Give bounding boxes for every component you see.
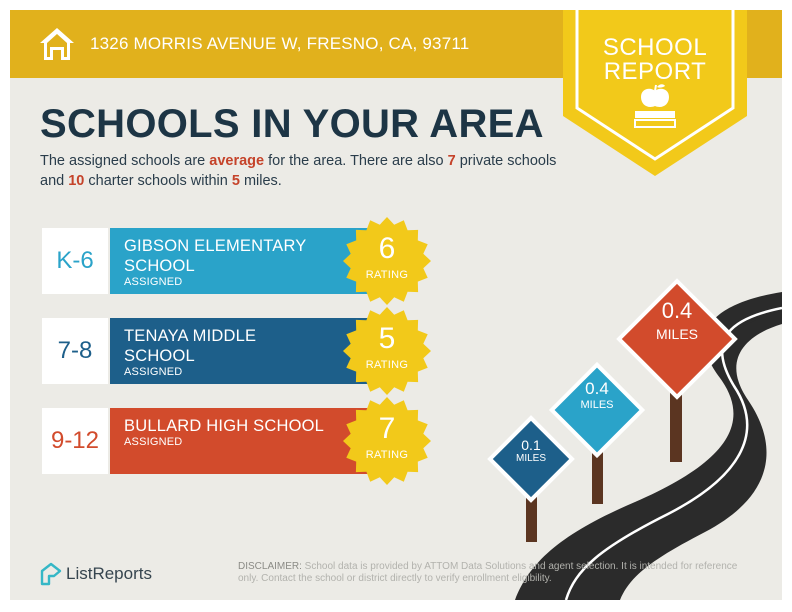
badge-title-line1: SCHOOL	[602, 34, 708, 61]
rating-value: 7	[378, 412, 396, 445]
sign-unit: MILES	[515, 453, 546, 464]
sign-large: 0.4 MILES	[632, 298, 722, 342]
rating-label: RATING	[365, 449, 409, 461]
grade-range: K-6	[42, 228, 108, 294]
disclaimer: DISCLAIMER: School data is provided by A…	[238, 561, 748, 585]
school-name-line1: TENAYA MIDDLE	[124, 327, 257, 345]
property-address: 1326 MORRIS AVENUE W, FRESNO, CA, 93711	[90, 34, 470, 53]
page-title: SCHOOLS IN YOUR AREA	[40, 102, 544, 146]
rating-badge: 7 RATING	[342, 396, 432, 486]
rating-badge: 6 RATING	[342, 216, 432, 306]
sign-small: 0.1 MILES	[501, 438, 561, 464]
radius-miles: 5	[231, 173, 240, 189]
school-name-line1: BULLARD HIGH SCHOOL	[124, 417, 325, 435]
grade-range: 7-8	[42, 318, 108, 384]
road-illustration	[487, 278, 782, 600]
school-name-band: BULLARD HIGH SCHOOL ASSIGNED	[110, 408, 370, 474]
disclaimer-lead: DISCLAIMER:	[238, 561, 302, 572]
rating-label: RATING	[365, 269, 409, 281]
rating-label: RATING	[365, 359, 409, 371]
private-count: 7	[447, 153, 456, 169]
school-name-line2: SCHOOL	[124, 257, 195, 275]
quality-highlight: average	[209, 153, 265, 169]
school-status: ASSIGNED	[124, 276, 183, 288]
sign-distance: 0.1	[521, 437, 541, 453]
sign-distance: 0.4	[585, 379, 609, 398]
sign-distance: 0.4	[661, 298, 693, 323]
rating-seal-icon	[343, 397, 431, 485]
charter-count: 10	[68, 173, 85, 189]
school-name-line2: SCHOOL	[124, 347, 195, 365]
school-name-line1: GIBSON ELEMENTARY	[124, 237, 307, 255]
school-report-card: 1326 MORRIS AVENUE W, FRESNO, CA, 93711 …	[10, 10, 782, 600]
sign-medium: 0.4 MILES	[563, 380, 631, 411]
summary-text: The assigned schools are average for the…	[40, 153, 557, 189]
sign-unit: MILES	[580, 399, 614, 411]
grade-range: 9-12	[42, 408, 108, 474]
rating-seal-icon	[343, 217, 431, 305]
rating-value: 5	[378, 322, 396, 355]
sign-unit: MILES	[655, 326, 698, 342]
school-status: ASSIGNED	[124, 366, 183, 378]
badge-title-line2: REPORT	[603, 58, 707, 85]
listreports-logo-icon	[40, 562, 62, 586]
apple-books-icon	[634, 84, 676, 128]
home-icon	[40, 28, 74, 60]
rating-badge: 5 RATING	[342, 306, 432, 396]
school-name-band: GIBSON ELEMENTARY SCHOOL ASSIGNED	[110, 228, 370, 294]
disclaimer-text: School data is provided by ATTOM Data So…	[238, 561, 738, 584]
rating-seal-icon	[343, 307, 431, 395]
brand-name: ListReports	[66, 564, 152, 583]
school-name-band: TENAYA MIDDLE SCHOOL ASSIGNED	[110, 318, 370, 384]
rating-value: 6	[378, 232, 396, 265]
school-status: ASSIGNED	[124, 436, 183, 448]
